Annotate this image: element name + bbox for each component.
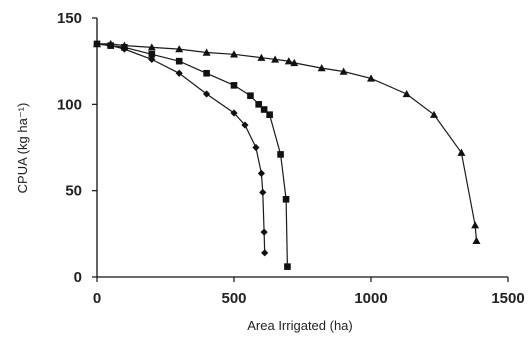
series-2-point-18	[472, 236, 481, 244]
x-axis-title: Area Irrigated (ha)	[247, 318, 353, 333]
series-2-point-8	[271, 55, 280, 63]
series-2-point-14	[402, 89, 411, 98]
series-1-point-11	[277, 151, 284, 158]
series-2	[93, 39, 481, 244]
series-2-point-6	[230, 50, 238, 58]
series-0	[93, 40, 269, 257]
series-1-point-10	[266, 111, 273, 118]
x-tick-label-0: 0	[93, 290, 101, 307]
y-axis-title: CPUA (kg ha⁻¹)	[15, 103, 30, 194]
series-2-point-17	[471, 221, 480, 229]
series-2-point-16	[457, 148, 466, 156]
series-0-point-10	[259, 188, 267, 196]
series-1-point-5	[203, 69, 210, 77]
series-1-point-12	[282, 196, 290, 203]
series-0-point-4	[175, 69, 183, 77]
series-2-point-12	[339, 67, 348, 75]
series-0-point-11	[260, 228, 268, 236]
series-1-point-13	[284, 263, 291, 270]
series-2-point-13	[367, 74, 375, 82]
series-2-point-4	[175, 45, 184, 53]
series-2-point-1	[106, 39, 115, 48]
series-1-point-8	[255, 101, 262, 108]
series-2-point-7	[257, 53, 266, 61]
series-0-point-7	[241, 121, 249, 129]
y-tick-label-0: 0	[74, 269, 82, 286]
series-2-point-3	[147, 43, 156, 51]
series-2-point-15	[430, 110, 439, 118]
series-2-point-11	[317, 64, 326, 72]
series-2-point-2	[120, 41, 129, 49]
series-2-point-5	[202, 48, 211, 56]
y-tick-label-1: 50	[65, 183, 82, 200]
series-1-point-4	[175, 57, 183, 65]
series-1-point-3	[148, 50, 156, 58]
series-1-line	[96, 43, 288, 267]
series-0-point-9	[257, 169, 265, 177]
series-0-point-12	[261, 249, 269, 257]
series-1	[93, 40, 291, 270]
x-tick-label-3: 1500	[491, 290, 524, 307]
series-0-point-6	[230, 109, 238, 117]
x-tick-label-1: 500	[221, 290, 246, 307]
y-tick-label-3: 150	[57, 10, 82, 27]
series-0-point-5	[203, 90, 211, 98]
axes: 0 500 1000 1500 0 50 100 150	[57, 10, 525, 307]
series-2-point-9	[284, 57, 293, 65]
series-2-point-10	[290, 58, 299, 67]
y-tick-label-2: 100	[57, 96, 82, 113]
x-tick-label-2: 1000	[354, 290, 387, 307]
series-1-point-7	[247, 92, 254, 99]
series-1-point-9	[260, 106, 268, 113]
series-0-line	[96, 43, 266, 253]
series-0-point-3	[148, 55, 156, 64]
series-1-point-6	[230, 82, 238, 89]
series-layer	[93, 39, 481, 270]
series-0-point-8	[252, 143, 260, 152]
series-2-point-0	[93, 39, 101, 48]
